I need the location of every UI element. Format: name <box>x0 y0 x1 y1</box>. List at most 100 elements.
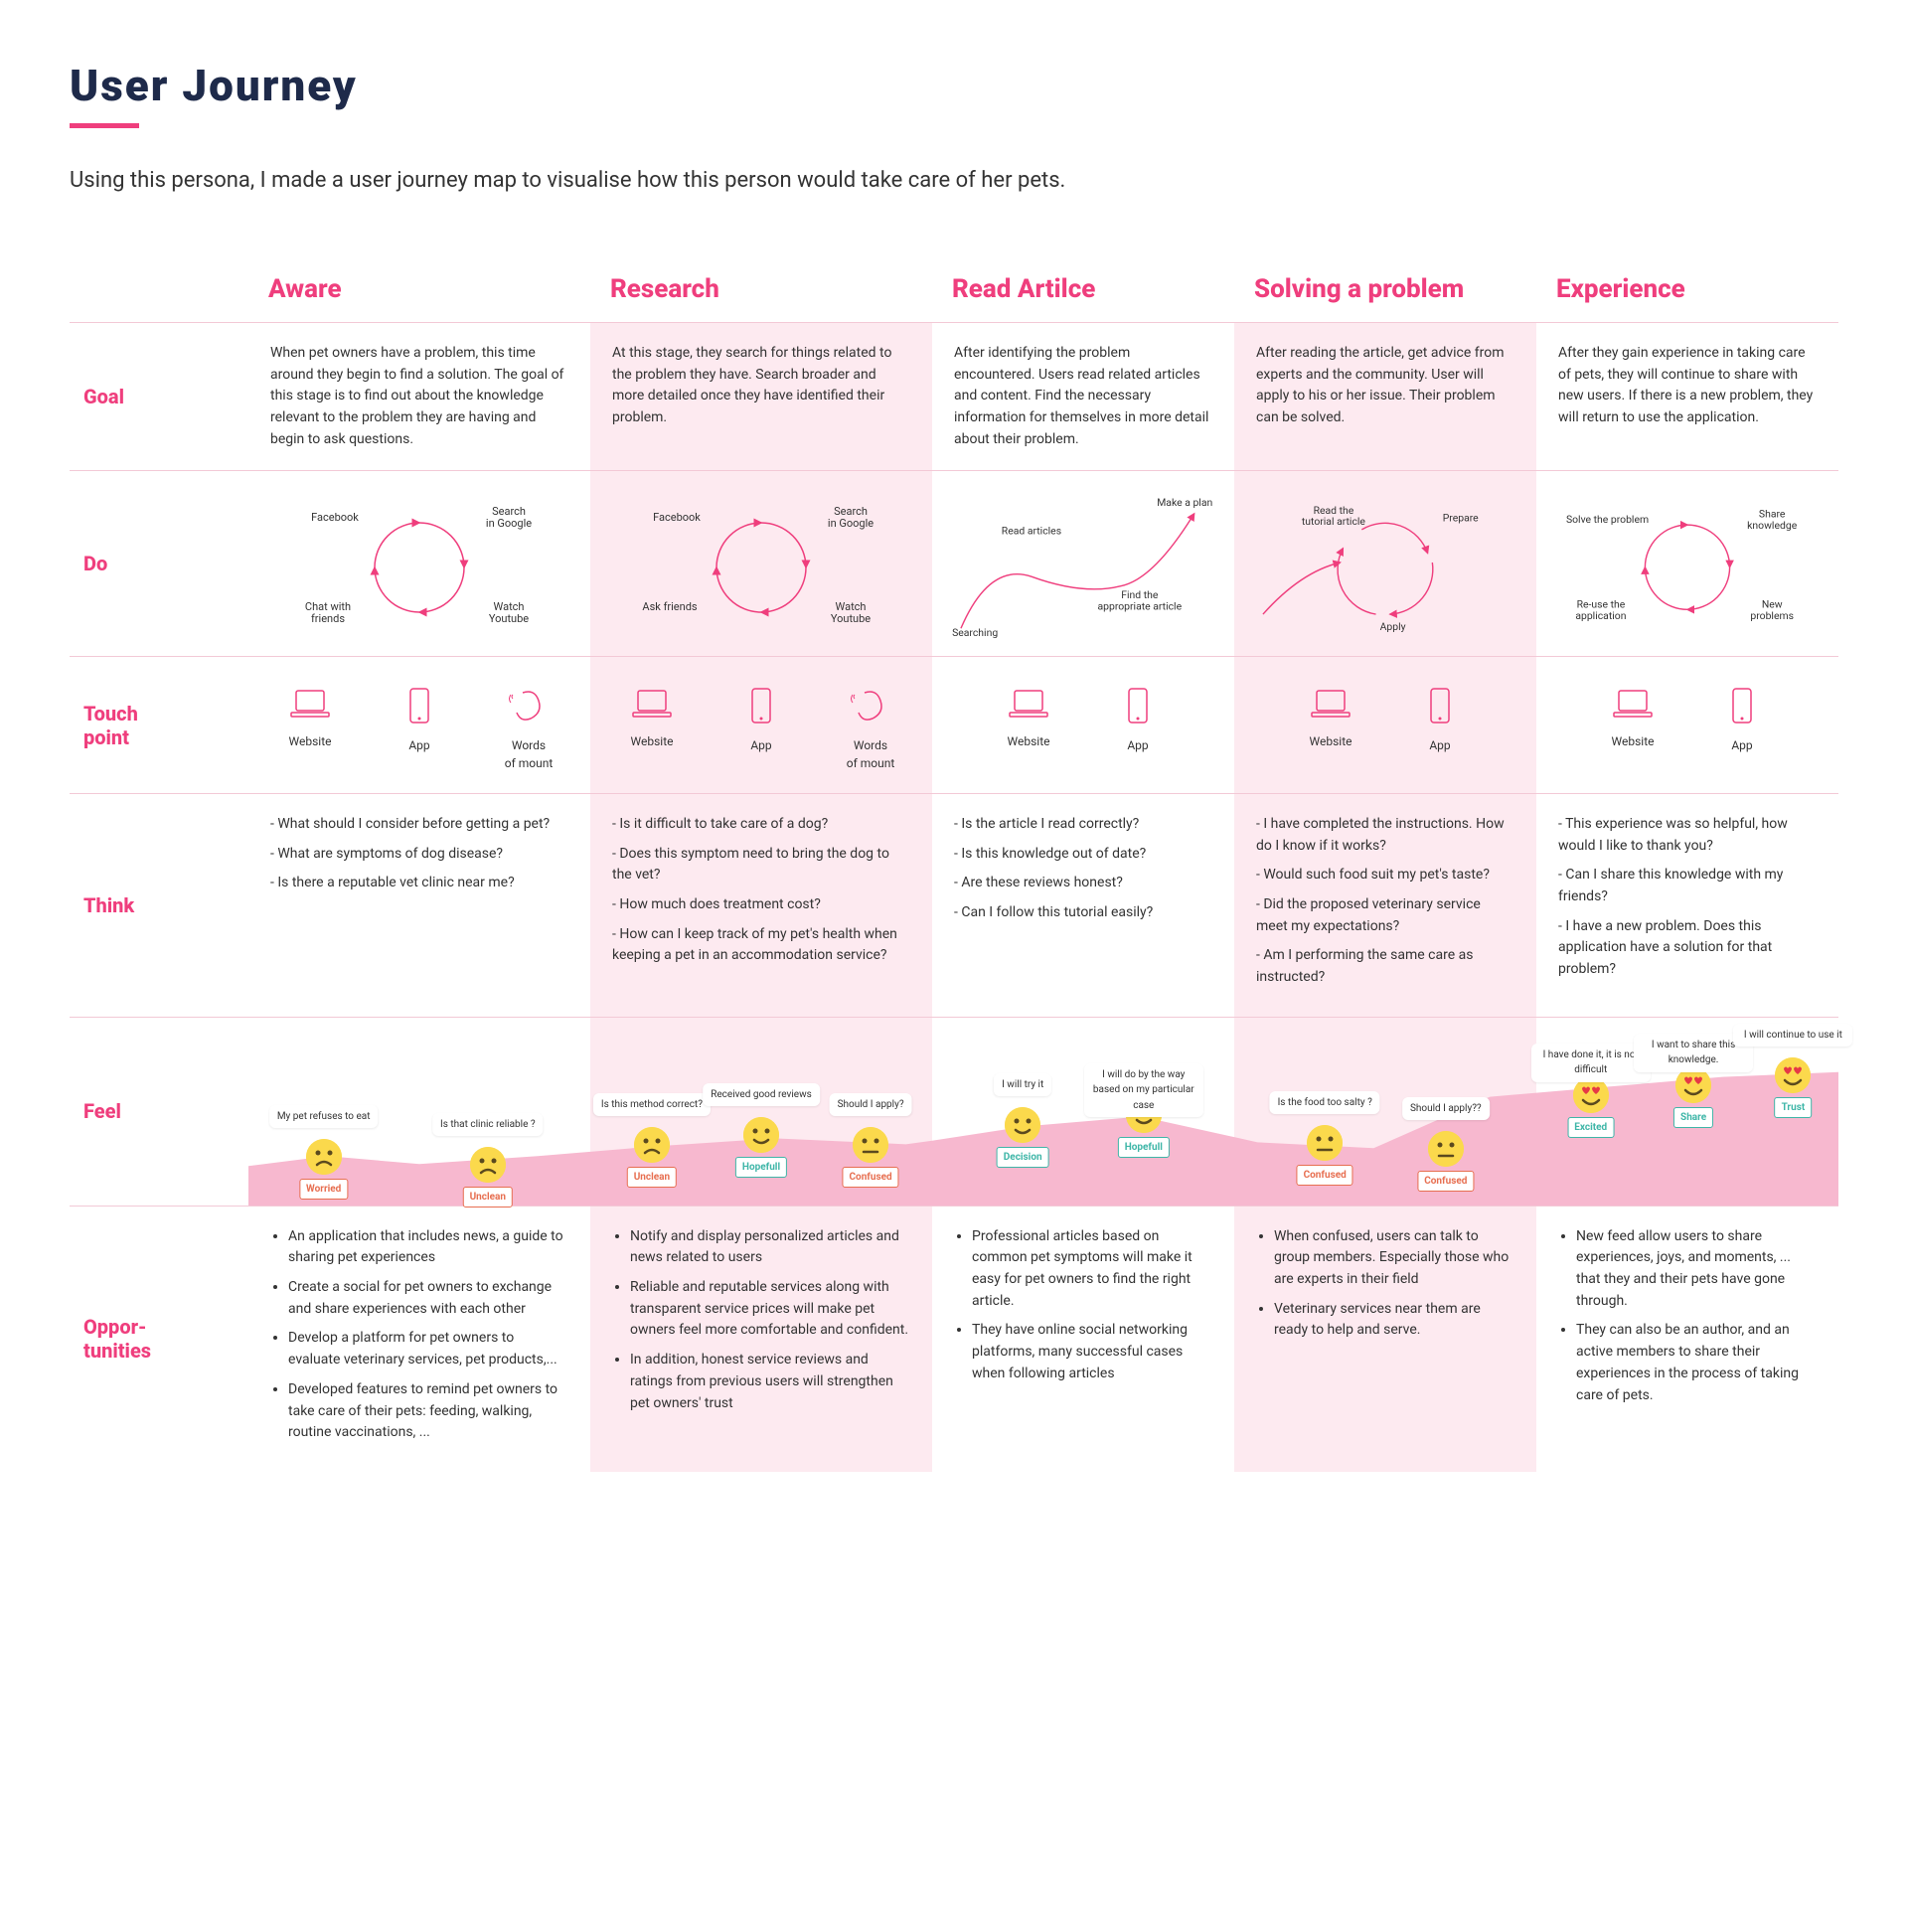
feel-bubble: I have done it, it is not difficult <box>1531 1044 1651 1082</box>
row-label-think: Think <box>70 794 248 1018</box>
do-diagram: Facebook Search in Google Watch Youtube … <box>590 471 932 657</box>
feel-bubble: I will do by the way based on my particu… <box>1084 1063 1203 1118</box>
goal-cell: When pet owners have a problem, this tim… <box>248 323 590 471</box>
stage-header: Solving a problem <box>1234 256 1536 323</box>
touchpoint-cell: Website App Words of mount <box>248 657 590 794</box>
touchpoint-label: Words of mount <box>489 736 568 773</box>
feel-bubble: I will continue to use it <box>1733 1024 1852 1047</box>
touchpoint-label: App <box>1702 736 1782 755</box>
svg-text:problems: problems <box>1750 609 1794 622</box>
svg-text:in Google: in Google <box>828 517 874 530</box>
stage-header: Research <box>590 256 932 323</box>
feel-bubble: Is the food too salty ? <box>1270 1091 1380 1115</box>
emoji-smile <box>743 1117 779 1153</box>
svg-text:in Google: in Google <box>486 517 532 530</box>
svg-text:Youtube: Youtube <box>489 612 529 625</box>
do-diagram: Read the tutorial article Prepare Apply <box>1234 471 1536 657</box>
phone-icon <box>1098 687 1178 730</box>
goal-cell: After reading the article, get advice fr… <box>1234 323 1536 471</box>
opportunity-cell: Notify and display personalized articles… <box>590 1207 932 1472</box>
feel-cell: I will try it Decision I will do by the wa… <box>932 1018 1234 1207</box>
feel-bubble: Should I apply?? <box>1402 1097 1490 1121</box>
do-diagram: Solve the problem Share knowledge New pr… <box>1536 471 1838 657</box>
feel-cell: My pet refuses to eatWorriedIs that clin… <box>248 1018 590 1207</box>
phone-icon <box>1400 687 1480 730</box>
emoji-neutral <box>1307 1125 1343 1161</box>
opportunity-cell: New feed allow users to share experience… <box>1536 1207 1838 1472</box>
touchpoint-cell: WebsiteAppWords of mount <box>590 657 932 794</box>
laptop-icon <box>1291 687 1370 726</box>
feel-badge: Decision <box>997 1147 1049 1169</box>
think-cell: - I have completed the instructions. How… <box>1234 794 1536 1018</box>
touchpoint-label: Website <box>1291 732 1370 751</box>
svg-text:Solve the problem: Solve the problem <box>1566 514 1649 527</box>
touchpoint-label: App <box>1400 736 1480 755</box>
emoji-sad <box>634 1127 670 1163</box>
row-label-feel: Feel <box>70 1018 248 1207</box>
row-label-touch: Touchpoint <box>70 657 248 794</box>
goal-cell: At this stage, they search for things re… <box>590 323 932 471</box>
svg-text:Ask friends: Ask friends <box>642 600 697 613</box>
touchpoint-label: Website <box>270 732 350 751</box>
touchpoint-label: Website <box>1593 732 1672 751</box>
opportunity-cell: When confused, users can talk to group m… <box>1234 1207 1536 1472</box>
touchpoint-cell: WebsiteApp <box>932 657 1234 794</box>
feel-bubble: I will try it <box>994 1073 1051 1097</box>
opportunity-cell: An application that includes news, a gui… <box>248 1207 590 1472</box>
phone-icon <box>380 687 459 730</box>
svg-text:Apply: Apply <box>1380 621 1406 634</box>
svg-text:Facebook: Facebook <box>653 511 701 524</box>
emoji-sad <box>306 1139 342 1175</box>
think-cell: - This experience was so helpful, how wo… <box>1536 794 1838 1018</box>
do-diagram: Facebook Search in Google Watch Youtube … <box>248 471 590 657</box>
svg-text:application: application <box>1575 609 1626 622</box>
ear-icon <box>489 687 568 730</box>
emoji-love <box>1675 1067 1711 1103</box>
svg-text:Prepare: Prepare <box>1443 512 1479 525</box>
feel-badge: Hopefull <box>1118 1137 1170 1159</box>
goal-cell: After they gain experience in taking car… <box>1536 323 1838 471</box>
feel-cell: Is the food too salty ?ConfusedShould I … <box>1234 1018 1536 1207</box>
svg-text:Read articles: Read articles <box>1002 525 1061 538</box>
emoji-love <box>1573 1077 1609 1113</box>
feel-bubble: Is that clinic reliable ? <box>432 1113 544 1137</box>
svg-text:friends: friends <box>311 612 345 625</box>
phone-icon <box>1702 687 1782 730</box>
svg-text:Searching: Searching <box>952 626 998 639</box>
touchpoint-label: App <box>721 736 801 755</box>
touchpoint-label: App <box>1098 736 1178 755</box>
svg-text:tutorial article: tutorial article <box>1302 516 1366 529</box>
laptop-icon <box>270 687 350 726</box>
feel-badge: Confused <box>843 1167 899 1189</box>
opportunity-cell: Professional articles based on common pe… <box>932 1207 1234 1472</box>
feel-badge: Hopefull <box>735 1157 787 1179</box>
emoji-neutral <box>1428 1131 1464 1167</box>
laptop-icon <box>1593 687 1672 726</box>
svg-text:Facebook: Facebook <box>311 511 359 524</box>
feel-bubble: Received good reviews <box>703 1083 820 1107</box>
page-title: User Journey <box>70 60 1838 111</box>
ear-icon <box>831 687 910 730</box>
emoji-sad <box>470 1147 506 1183</box>
think-cell: - Is it difficult to take care of a dog?… <box>590 794 932 1018</box>
row-label-opps: Oppor-tunities <box>70 1207 248 1472</box>
goal-cell: After identifying the problem encountere… <box>932 323 1234 471</box>
feel-badge: Unclean <box>627 1167 677 1189</box>
phone-icon <box>721 687 801 730</box>
think-cell: - What should I consider before getting … <box>248 794 590 1018</box>
feel-bubble: Should I apply? <box>830 1093 912 1117</box>
svg-text:knowledge: knowledge <box>1747 519 1798 532</box>
emoji-smile <box>1005 1107 1040 1143</box>
feel-badge: Unclean <box>463 1187 513 1208</box>
journey-grid: AwareResearchRead ArtilceSolving a probl… <box>70 256 1838 1472</box>
title-underline <box>70 123 139 128</box>
feel-badge: Share <box>1673 1107 1713 1129</box>
feel-cell: I have done it, it is not difficultExcit… <box>1536 1018 1838 1207</box>
touchpoint-label: App <box>380 736 459 755</box>
intro-text: Using this persona, I made a user journe… <box>70 164 1113 197</box>
stage-header: Aware <box>248 256 590 323</box>
row-label-goal: Goal <box>70 323 248 471</box>
touchpoint-cell: Website App <box>1234 657 1536 794</box>
feel-badge: Excited <box>1567 1117 1614 1139</box>
think-cell: - Is the article I read correctly?- Is t… <box>932 794 1234 1018</box>
